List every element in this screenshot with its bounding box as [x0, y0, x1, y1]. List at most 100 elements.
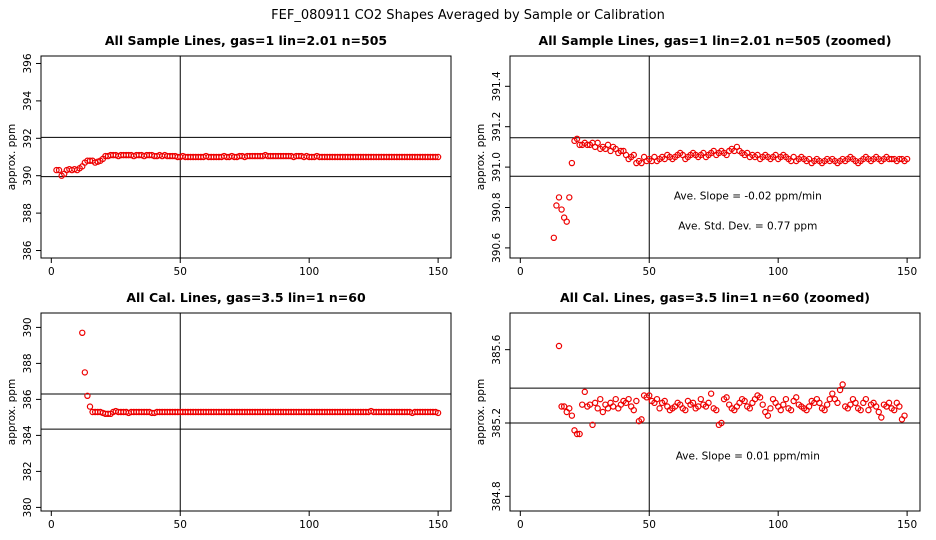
data-point	[793, 394, 800, 401]
data-point	[661, 397, 668, 405]
data-point	[550, 234, 558, 241]
y-tick-label: 391.4	[491, 71, 503, 101]
data-point	[584, 141, 591, 149]
y-tick-label: 394	[22, 91, 34, 111]
data-point	[821, 406, 828, 414]
data-point	[888, 155, 895, 163]
x-tick-label: 50	[174, 519, 187, 531]
panel-title: All Sample Lines, gas=1 lin=2.01 n=505 (…	[539, 33, 892, 48]
y-tick-label: 385.2	[491, 408, 503, 438]
data-point	[434, 409, 442, 417]
data-point	[723, 394, 730, 401]
x-tick-label: 0	[48, 519, 55, 531]
data-point	[566, 405, 573, 412]
data-point	[829, 390, 836, 397]
chart-panel-3: All Cal. Lines, gas=3.5 lin=1 n=60 0 50 100…	[6, 290, 452, 531]
data-point	[682, 406, 689, 414]
data-point	[434, 153, 442, 161]
data-point	[903, 155, 911, 163]
y-axis-label: approx. ppm	[475, 124, 487, 190]
data-point	[555, 342, 563, 350]
y-tick-label: 390.8	[491, 192, 503, 222]
data-point	[612, 395, 619, 403]
data-point	[558, 206, 565, 213]
x-tick-label: 150	[428, 519, 448, 531]
data-point	[805, 403, 813, 410]
data-point	[885, 399, 893, 407]
data-point	[432, 153, 439, 161]
data-point	[638, 416, 645, 423]
data-point	[741, 397, 748, 405]
y-tick-label: 380	[22, 497, 34, 517]
data-point	[746, 405, 754, 412]
data-point	[633, 397, 640, 405]
chart-panel-2: All Sample Lines, gas=1 lin=2.01 n=505 (…	[475, 33, 921, 278]
data-point	[852, 399, 859, 407]
y-tick-label: 388	[22, 353, 34, 373]
data-point	[707, 390, 715, 397]
data-point	[839, 381, 846, 388]
x-tick-label: 100	[768, 519, 788, 531]
y-tick-label: 392	[22, 128, 34, 148]
y-tick-label: 390	[22, 317, 34, 337]
data-point	[759, 401, 766, 408]
data-point	[865, 406, 872, 414]
x-tick-label: 0	[517, 266, 524, 278]
x-tick-label: 150	[897, 519, 917, 531]
data-point	[689, 399, 697, 407]
data-point	[568, 159, 576, 167]
data-point	[767, 405, 774, 412]
chart-panel-1: All Sample Lines, gas=1 lin=2.01 n=505 0 5…	[6, 33, 452, 278]
y-tick-label: 384.8	[491, 481, 503, 511]
data-point	[713, 406, 720, 414]
x-tick-label: 150	[897, 266, 917, 278]
data-point	[579, 401, 586, 408]
data-point	[604, 141, 612, 149]
y-tick-label: 382	[22, 461, 34, 481]
data-point	[891, 406, 898, 414]
y-axis-label: approx. ppm	[6, 379, 18, 445]
data-point	[777, 406, 784, 414]
data-point	[84, 392, 91, 399]
data-point	[576, 141, 583, 149]
data-point	[594, 139, 601, 147]
data-point	[780, 401, 787, 408]
panel-title: All Cal. Lines, gas=3.5 lin=1 n=60 (zoom…	[560, 290, 870, 305]
data-point	[782, 395, 790, 403]
data-point	[862, 395, 870, 403]
x-tick-label: 100	[299, 266, 319, 278]
data-point	[625, 395, 632, 403]
y-tick-label: 390	[22, 166, 34, 186]
data-point	[705, 399, 712, 407]
data-points	[555, 342, 908, 438]
y-tick-label: 388	[22, 203, 34, 223]
data-point	[79, 329, 86, 336]
x-tick-label: 100	[768, 266, 788, 278]
data-point	[581, 388, 588, 396]
data-point	[591, 399, 599, 407]
plot-frame	[40, 312, 452, 512]
data-point	[764, 412, 772, 419]
data-point	[836, 386, 844, 394]
y-tick-label: 386	[22, 389, 34, 409]
data-point	[597, 395, 604, 403]
data-points	[53, 151, 442, 179]
x-tick-label: 100	[299, 519, 319, 531]
y-tick-label: 385.6	[491, 334, 503, 364]
data-points	[79, 329, 442, 417]
data-point	[566, 194, 573, 201]
data-point	[589, 421, 596, 429]
data-point	[826, 395, 833, 403]
data-points	[550, 135, 911, 241]
y-tick-label: 391.2	[491, 112, 503, 142]
data-point	[896, 155, 903, 163]
data-point	[553, 202, 560, 209]
data-point	[896, 403, 903, 410]
data-point	[630, 151, 637, 159]
data-point	[787, 406, 795, 414]
y-tick-label: 391.0	[491, 152, 503, 182]
data-point	[816, 399, 823, 407]
data-point	[646, 392, 653, 399]
panel-annotation: Ave. Slope = 0.01 ppm/min	[676, 451, 820, 463]
